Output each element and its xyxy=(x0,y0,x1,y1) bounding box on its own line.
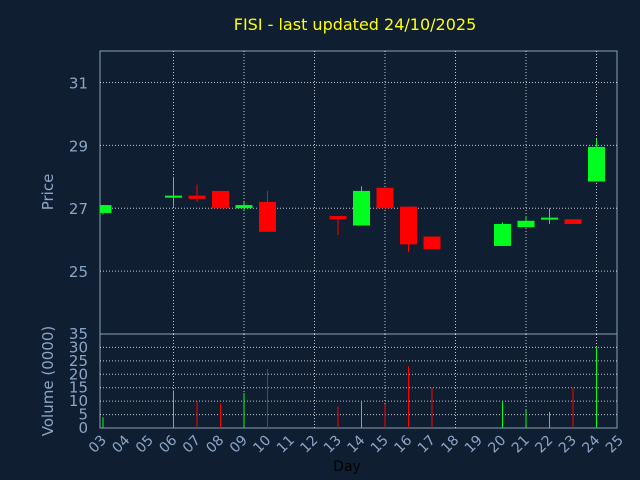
candle-15 xyxy=(376,187,394,209)
candle-body xyxy=(329,216,347,220)
price-y-tick-label: 29 xyxy=(69,137,88,155)
candle-body xyxy=(494,223,511,246)
volume-bar-13 xyxy=(337,406,339,428)
candle-body xyxy=(588,146,605,182)
candle-body xyxy=(517,220,535,228)
candle-13 xyxy=(329,216,347,235)
x-axis-label: Day xyxy=(333,459,361,475)
candle-23 xyxy=(564,219,582,224)
candle-14 xyxy=(353,186,370,226)
candle-body xyxy=(376,187,394,209)
volume-bar-15 xyxy=(384,403,386,428)
candle-10 xyxy=(259,190,276,232)
candle-08 xyxy=(212,190,229,209)
volume-bar-20 xyxy=(502,401,503,428)
price-y-tick-labels: 25 27 29 31 xyxy=(69,74,88,281)
candle-07 xyxy=(188,184,206,202)
chart-title: FISI - last updated 24/10/2025 xyxy=(234,15,477,34)
candle-body xyxy=(400,206,417,245)
volume-bar-08 xyxy=(220,403,221,428)
volume-bar-06 xyxy=(173,390,174,428)
volume-bar-03 xyxy=(102,417,104,428)
volume-axis-label: Volume (0000) xyxy=(39,326,57,436)
candle-body xyxy=(541,217,558,220)
candle-body xyxy=(212,190,229,209)
volume-bar-21 xyxy=(525,409,527,428)
candle-24 xyxy=(588,139,605,182)
x-tick-labels: 03 04 05 06 07 08 09 10 11 12 13 14 15 16 17 18 19 20 21 22… xyxy=(86,432,627,456)
volume-bar-24 xyxy=(596,347,597,428)
volume-y-tick-label: 15 xyxy=(69,379,88,397)
candle-body xyxy=(564,219,582,224)
price-panel: 25 27 29 31 Price xyxy=(39,50,618,335)
candle-21 xyxy=(517,216,535,228)
volume-y-tick-label: 5 xyxy=(78,406,88,424)
candle-body xyxy=(353,190,370,226)
volume-bar-17 xyxy=(431,387,433,428)
volume-y-tick-label: 25 xyxy=(69,352,88,370)
volume-bar-10 xyxy=(267,368,268,428)
volume-panel-frame xyxy=(99,333,618,429)
candle-06 xyxy=(165,176,182,207)
volume-bar-16 xyxy=(408,366,409,428)
candle-body xyxy=(423,236,441,250)
candle-body xyxy=(235,205,253,209)
volume-bar-series xyxy=(102,347,597,428)
price-axis-label: Price xyxy=(39,174,57,211)
volume-bar-09 xyxy=(243,393,245,428)
candlestick-series xyxy=(100,139,605,253)
candle-body xyxy=(259,201,276,232)
volume-bar-14 xyxy=(361,401,362,428)
candle-body xyxy=(100,205,112,213)
candle-20 xyxy=(494,222,511,246)
volume-bar-22 xyxy=(549,411,550,428)
volume-y-tick-label: 20 xyxy=(69,365,88,383)
volume-y-tick-label: 35 xyxy=(69,325,88,343)
candle-16 xyxy=(400,206,417,253)
candle-09 xyxy=(235,201,253,210)
volume-y-tick-label: 0 xyxy=(78,419,88,437)
price-y-tick-label: 25 xyxy=(69,263,88,281)
candle-body xyxy=(165,195,182,198)
volume-y-tick-label: 30 xyxy=(69,338,88,356)
price-y-tick-label: 27 xyxy=(69,200,88,218)
candle-03 xyxy=(100,205,112,215)
price-y-tick-label: 31 xyxy=(69,74,88,92)
volume-y-tick-label: 10 xyxy=(69,392,88,410)
volume-bar-07 xyxy=(196,401,198,428)
volume-bar-23 xyxy=(572,387,574,428)
candle-body xyxy=(188,195,206,199)
candle-22 xyxy=(541,208,558,224)
candle-17 xyxy=(423,236,441,250)
